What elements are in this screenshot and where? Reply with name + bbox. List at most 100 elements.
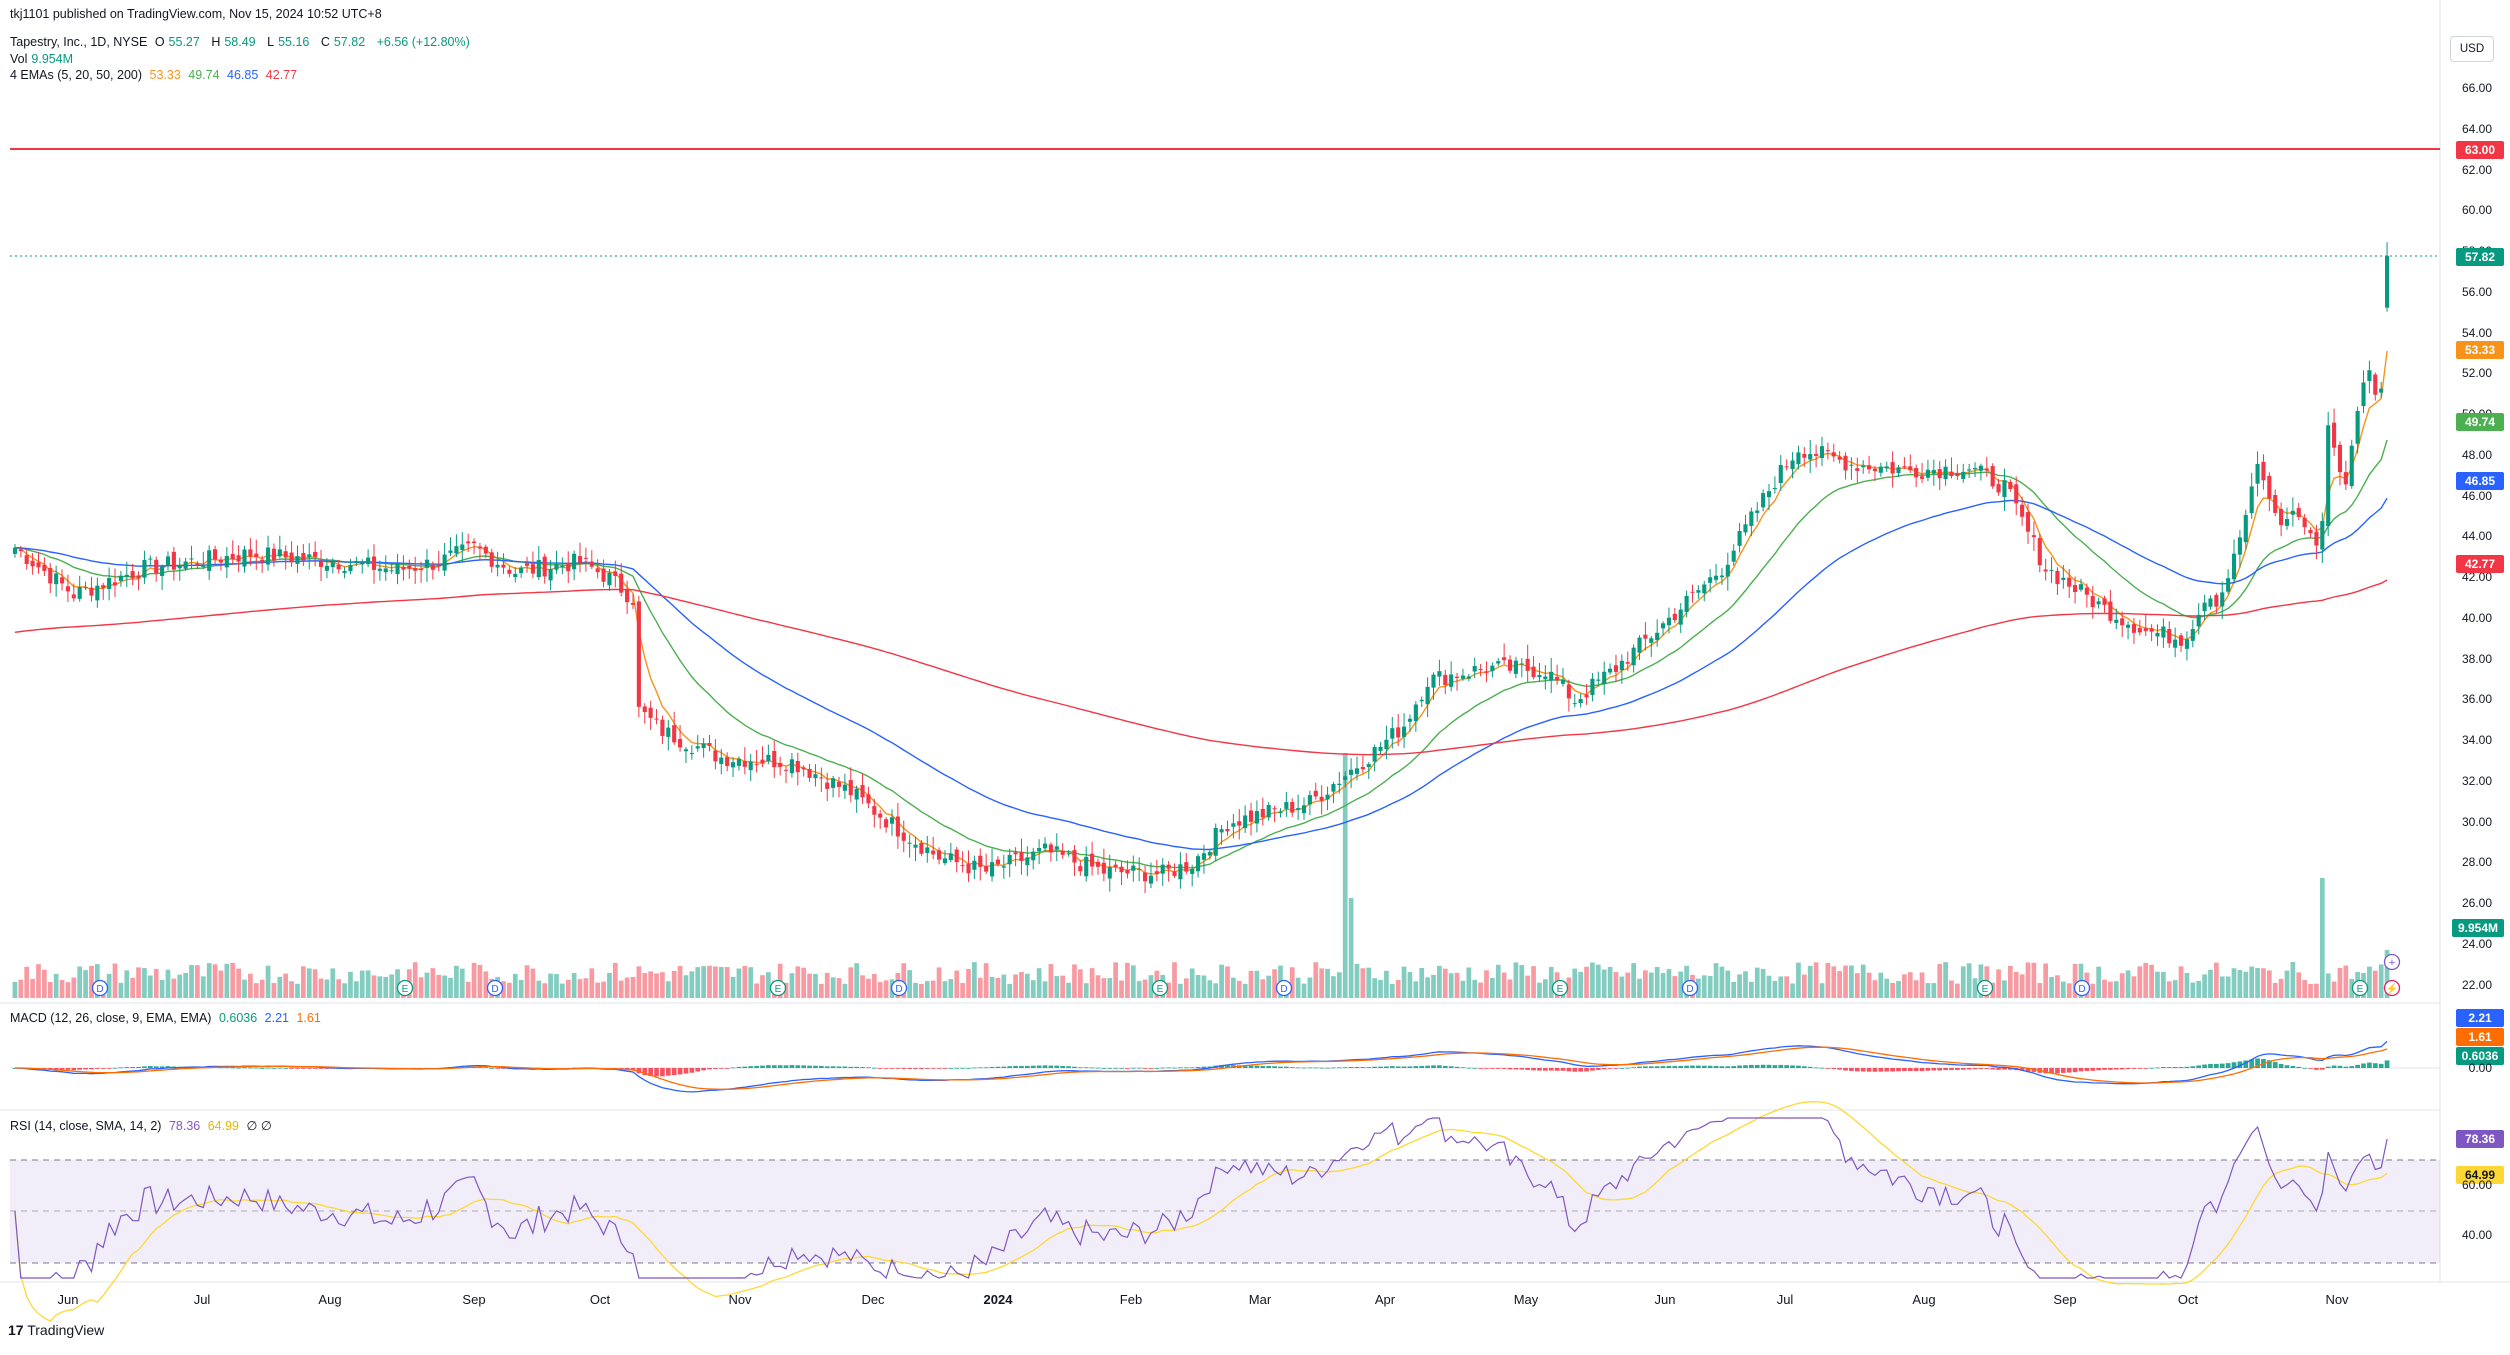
add-event-circle [2383,953,2401,971]
last-price-pill: 57.82 [2456,248,2504,266]
candle-body [2031,535,2036,538]
symbol-legend[interactable]: Tapestry, Inc., 1D, NYSE O 55.27 H 58.49 L… [10,35,470,49]
candle-body [2202,602,2207,612]
candle-body [360,562,365,565]
candle-body [1908,466,1913,471]
volume-bar [2225,976,2231,998]
ema-legend[interactable]: 4 EMAs (5, 20, 50, 200) 53.33 49.74 46.8… [10,67,301,83]
macd-hist-bar [695,1068,701,1072]
macd-hist-bar [2219,1063,2225,1068]
volume-bar [2090,983,2096,998]
macd-hist-bar [153,1066,159,1068]
macd-hist-bar [1219,1065,1224,1068]
macd-hist-bar [854,1066,860,1068]
candle-body [583,557,588,559]
volume-bar [112,963,118,998]
candle-body [636,601,641,707]
bolt-icon: ⚡ [2383,979,2401,997]
rsi-axis-40: 40.00 [2461,1228,2492,1242]
volume-bar [866,978,871,998]
macd-hist-bar [1937,1068,1943,1071]
macd-hist-bar [1801,1066,1807,1068]
candle-body [1831,452,1836,457]
volume-bar [2331,981,2337,998]
macd-hist-bar [2319,1068,2325,1070]
candle-body [1761,493,1766,508]
macd-hist-bar [1713,1065,1719,1068]
macd-hist-bar [147,1066,153,1068]
candle-body [1507,659,1513,671]
volume-bar [1484,970,1489,998]
candle-body [2231,553,2237,580]
macd-hist-bar [277,1067,283,1069]
volume-bar [1213,983,1219,998]
macd-hist-bar [877,1068,883,1069]
candle-body [1949,471,1954,477]
macd-hist-bar [1925,1068,1931,1071]
candle-body [1555,676,1560,681]
candle-body [1566,684,1571,699]
macd-hist-bar [1872,1068,1878,1072]
volume-bar [1542,979,1548,998]
macd-hist-bar [1601,1068,1607,1070]
candle-body [2184,639,2189,649]
macd-pane [12,1040,2390,1093]
price-tick: 54.00 [2461,325,2492,340]
macd-hist-bar [2108,1068,2113,1070]
volume-bar [1784,976,1790,998]
macd-hist-bar [2255,1058,2260,1068]
volume-bar [1813,962,1819,998]
macd-hist-bar [1637,1066,1642,1068]
volume-bar [1384,970,1389,998]
candle-body [230,554,235,560]
volume-bar [2296,972,2302,998]
macd-hist-bar [2102,1068,2107,1070]
candle-body [1278,811,1283,814]
volume-bar [583,978,589,998]
macd-legend[interactable]: MACD (12, 26, close, 9, EMA, EMA) 0.6036… [10,1010,325,1026]
price-tick: 30.00 [2461,814,2492,829]
macd-hist-bar [1154,1067,1160,1069]
macd-hist-bar [707,1068,712,1070]
macd-hist-bar [1519,1068,1525,1070]
candle-body [1072,850,1077,863]
macd-hist-bar [1731,1066,1737,1068]
candle-body [1896,467,1901,474]
macd-hist-bar [948,1067,954,1069]
candle-body [1684,595,1689,613]
candle-body [1731,550,1736,562]
currency-button[interactable]: USD [2450,36,2494,62]
candle-body [171,551,176,570]
candle-body [1496,661,1501,664]
published-line: tkj1101 published on TradingView.com, No… [10,6,386,22]
candle-body [2320,521,2325,550]
macd-hist-bar [1384,1066,1389,1068]
volume-bar [1178,983,1183,998]
volume-bar [359,970,365,998]
candle-body [95,585,100,601]
macd-hist-bar [1301,1067,1307,1069]
volume-bar [707,965,712,998]
candle-body [2290,510,2295,515]
rsi-legend[interactable]: RSI (14, close, SMA, 14, 2) 78.36 64.99 … [10,1118,276,1134]
time-tick: Jun [57,1292,79,1307]
volume-legend[interactable]: Vol 9.954M [10,51,77,67]
macd-hist-bar [930,1068,936,1069]
candle-body [1301,805,1307,814]
macd-hist-bar [1172,1067,1177,1069]
macd-hist-bar [701,1068,706,1071]
time-tick: Jul [193,1292,211,1307]
macd-line [14,1040,2388,1093]
candle-body [707,743,712,746]
price-tick: 62.00 [2461,162,2492,177]
time-tick: Dec [861,1292,885,1307]
macd-hist-bar [1778,1064,1784,1068]
volume-bar [1107,978,1113,998]
macd-hist-bar [1201,1066,1207,1068]
macd-hist-bar [53,1068,59,1070]
time-tick: Nov [2325,1292,2349,1307]
volume-bar [636,966,642,998]
candle-body [213,549,218,560]
volume-bar [118,982,124,998]
candle-body [413,568,418,571]
